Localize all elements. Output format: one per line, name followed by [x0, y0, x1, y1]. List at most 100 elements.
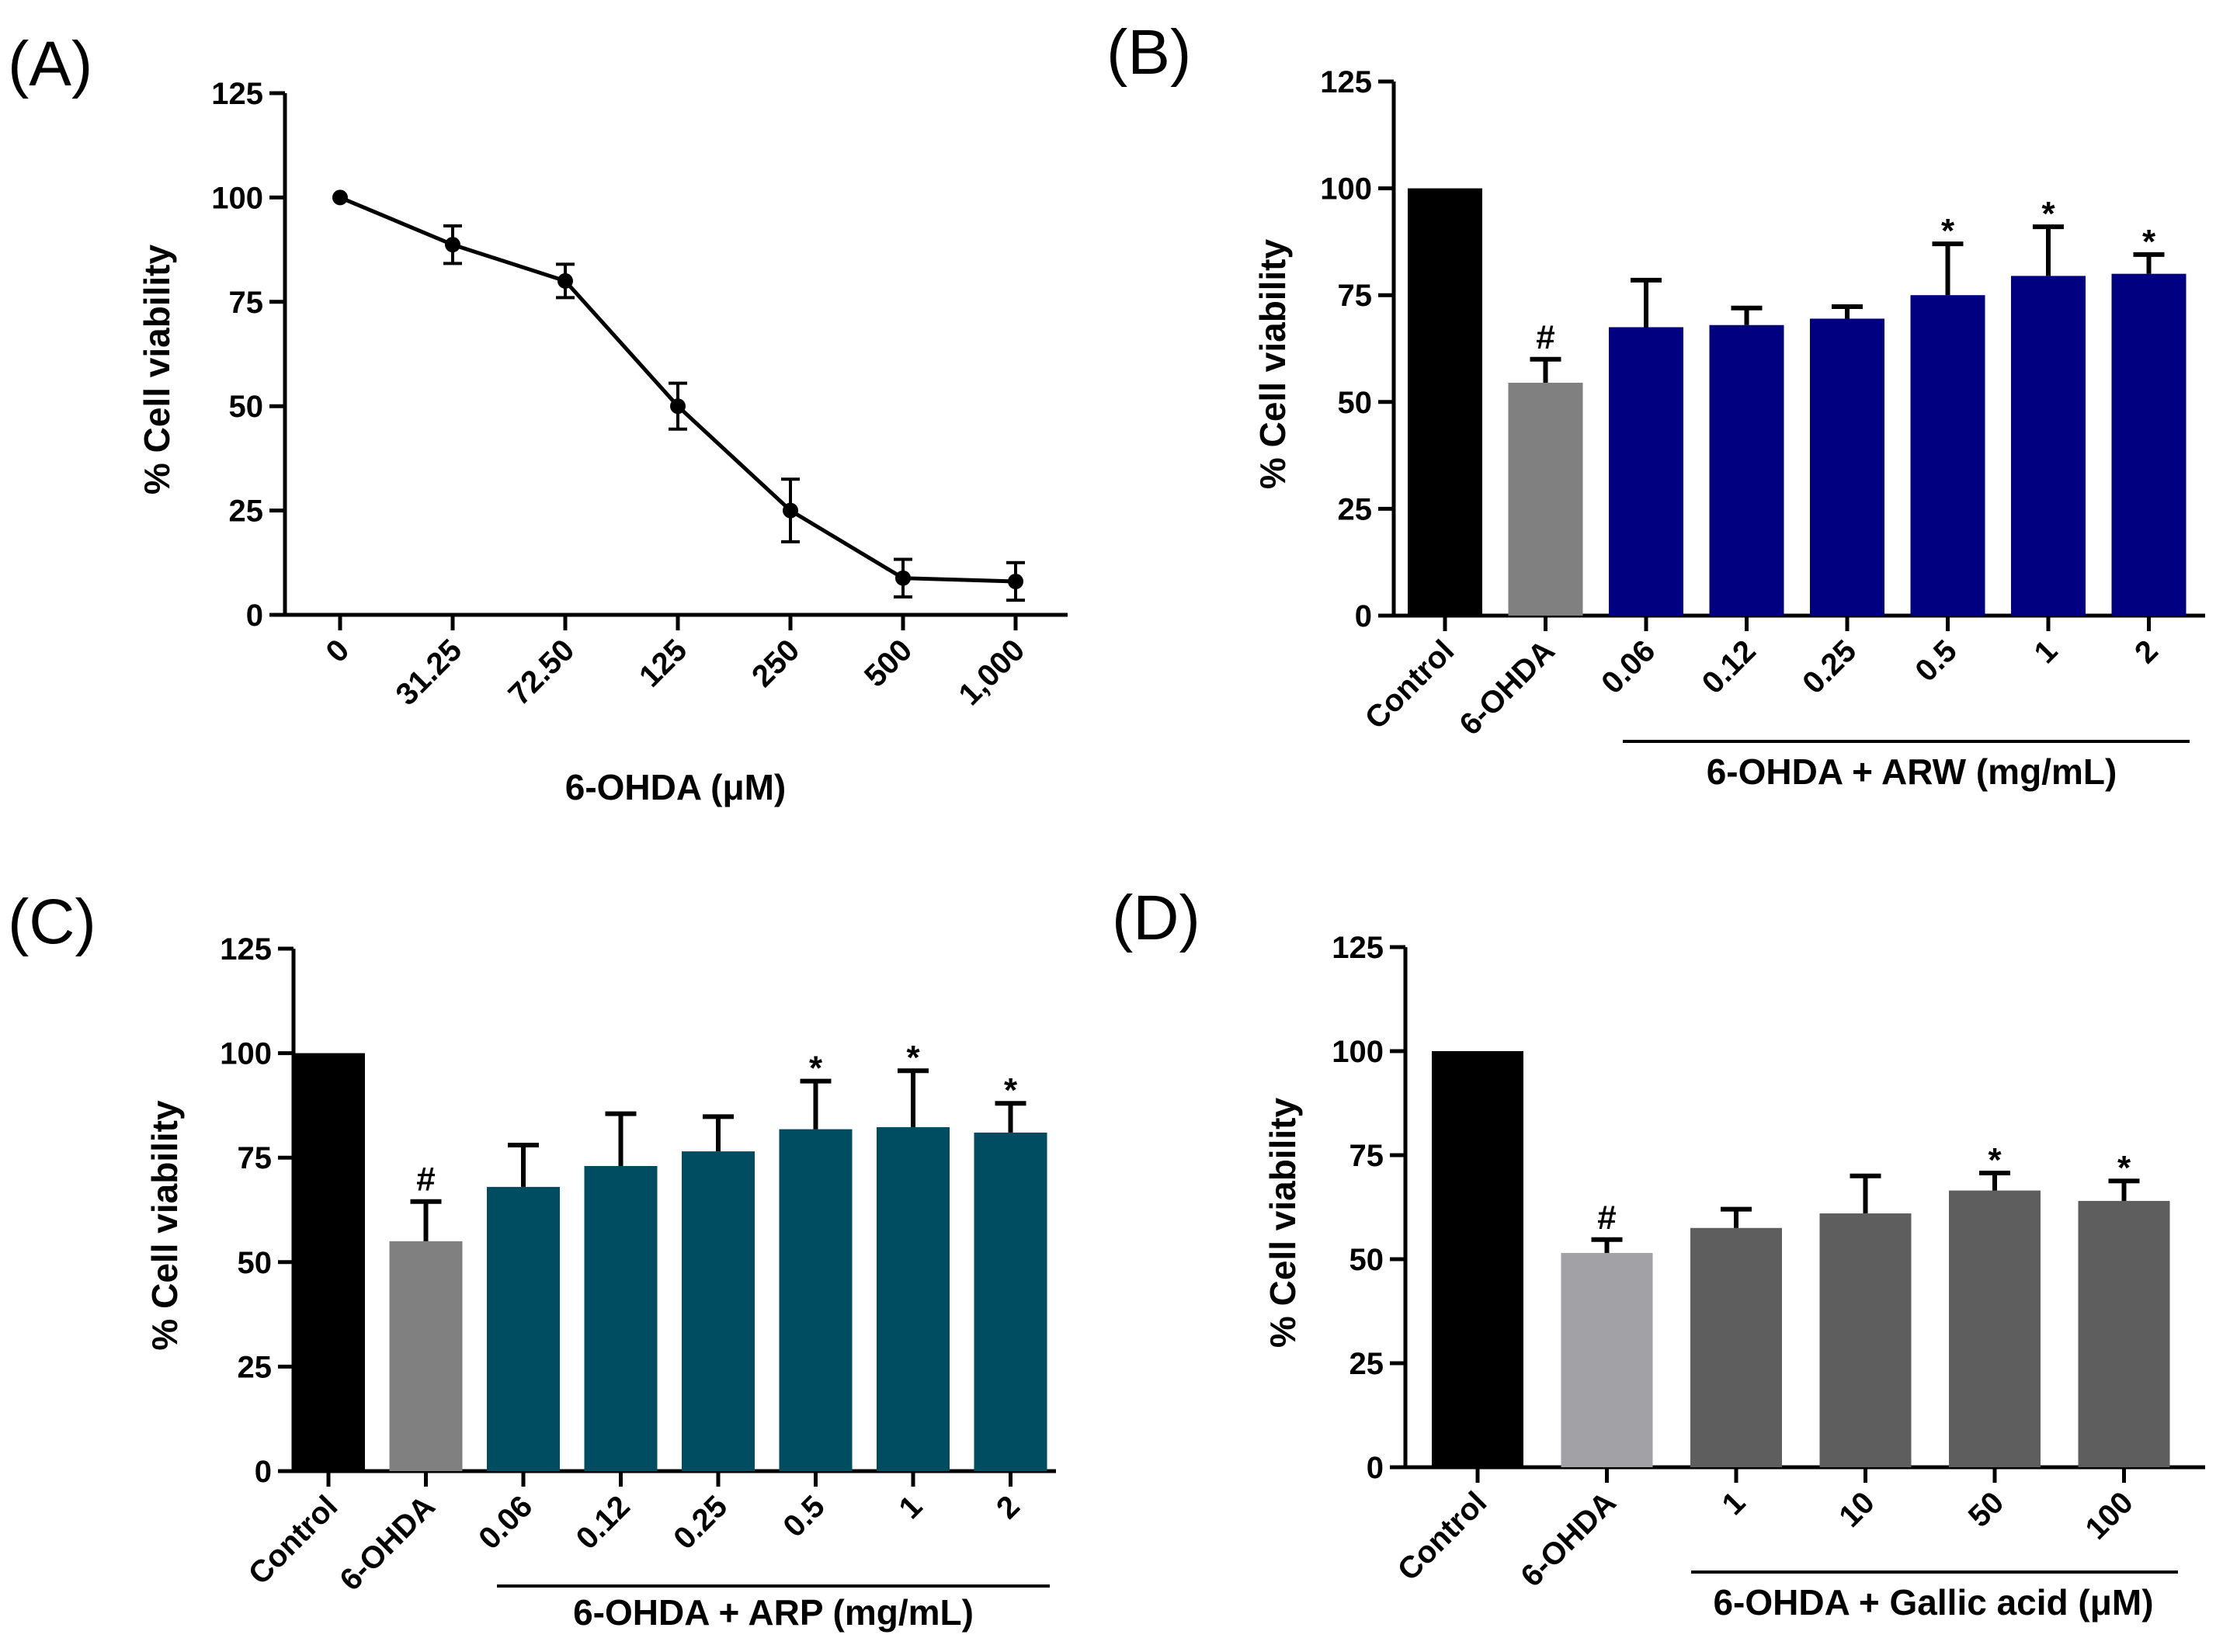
bar [584, 1165, 658, 1471]
x-tick-label: 31.25 [389, 633, 468, 712]
x-tick-label: 0.06 [1595, 633, 1662, 700]
y-tick-label: 125 [1332, 931, 1384, 965]
x-tick-label: 6-OHDA [333, 1489, 442, 1598]
hash-annotation: # [1597, 1199, 1616, 1237]
group-label: 6-OHDA + Gallic acid (μM) [1713, 1582, 2153, 1622]
group-label: 6-OHDA + ARP (mg/mL) [573, 1592, 974, 1633]
x-tick-label: 500 [858, 633, 919, 693]
x-tick-label: 72.50 [502, 633, 581, 712]
x-tick-label: 100 [2079, 1485, 2140, 1546]
bar [2078, 1200, 2170, 1467]
data-point [670, 398, 686, 415]
x-tick-label: 1 [893, 1489, 929, 1525]
y-tick-label: 75 [1338, 279, 1373, 313]
y-axis-title: % Cell viability [1252, 239, 1293, 490]
hash-annotation: # [1536, 318, 1554, 356]
bar [1690, 1227, 1782, 1467]
x-tick-label: Control [1359, 633, 1461, 736]
panel-label: (C) [8, 887, 96, 957]
bar [1432, 1051, 1523, 1467]
y-tick-label: 50 [1338, 386, 1373, 420]
x-tick-label: 2 [2128, 633, 2165, 670]
significance-star: * [809, 1050, 823, 1088]
bar [292, 1053, 365, 1471]
bar [877, 1126, 950, 1471]
data-point [783, 502, 798, 519]
y-tick-label: 125 [220, 932, 272, 967]
y-tick-label: 0 [255, 1455, 272, 1489]
bar [1819, 1213, 1912, 1467]
bar [1810, 318, 1884, 616]
bar [779, 1129, 853, 1471]
bar [682, 1151, 755, 1471]
x-tick-label: 0.25 [667, 1489, 734, 1556]
y-tick-label: 125 [1320, 65, 1372, 99]
chart-c: (C) 0 25 50 75 100 125 % Cell viability Control #… [8, 887, 1056, 1633]
significance-star: * [2117, 1149, 2131, 1187]
data-point [332, 189, 348, 206]
chart-d: (D) 0 25 50 75 100 125 % Cell viability Control #… [1112, 883, 2205, 1622]
y-tick-label: 25 [238, 1350, 273, 1384]
x-tick-label: Control [1391, 1485, 1494, 1588]
y-tick-label: 75 [229, 286, 264, 320]
x-tick-label: 1,000 [952, 633, 1031, 712]
data-point [1008, 573, 1023, 589]
bar [1709, 324, 1784, 616]
panel-label: (D) [1112, 883, 1200, 953]
y-tick-label: 0 [1367, 1451, 1384, 1485]
hash-annotation: # [416, 1161, 435, 1199]
bar [389, 1241, 463, 1471]
y-axis-title: % Cell viability [137, 245, 177, 495]
x-tick-label: 0.25 [1796, 633, 1863, 700]
chart-a: (A) 0 25 50 75 100 125 % Cell viability 0 31.25 72… [8, 29, 1068, 807]
x-tick-label: 2 [990, 1489, 1026, 1525]
y-tick-label: 100 [1332, 1035, 1384, 1069]
y-tick-label: 75 [238, 1141, 273, 1175]
y-tick-label: 75 [1349, 1139, 1384, 1173]
bar [2111, 273, 2187, 616]
bar [1561, 1252, 1653, 1467]
chart-b: (B) 0 25 50 75 100 125 % Cell viability Control #… [1106, 17, 2205, 792]
y-tick-label: 100 [220, 1037, 272, 1071]
bar [2011, 276, 2086, 616]
x-tick-label: 125 [633, 633, 693, 693]
data-point [895, 570, 911, 586]
x-tick-label: 6-OHDA [1514, 1485, 1623, 1594]
significance-star: * [1988, 1141, 2002, 1179]
y-tick-label: 25 [229, 495, 264, 529]
bar [1910, 295, 1985, 616]
y-axis-title: % Cell viability [144, 1100, 185, 1351]
significance-star: * [1004, 1071, 1018, 1109]
y-tick-label: 50 [238, 1246, 273, 1280]
x-tick-label: 0.5 [1909, 633, 1963, 688]
x-tick-label: 0.5 [776, 1489, 831, 1543]
x-tick-label: 0.12 [1696, 633, 1763, 700]
panel-label: (B) [1106, 17, 1191, 88]
bar [1408, 188, 1482, 616]
x-tick-label: 0.06 [472, 1489, 539, 1556]
data-point [557, 272, 573, 289]
significance-star: * [2142, 223, 2156, 261]
y-tick-label: 25 [1349, 1347, 1384, 1381]
significance-star: * [906, 1039, 920, 1077]
x-tick-label: 250 [745, 633, 806, 693]
bar [1949, 1190, 2041, 1467]
y-axis-title: % Cell viability [1263, 1098, 1303, 1348]
bar [1508, 383, 1583, 616]
y-tick-label: 100 [211, 181, 263, 215]
x-axis-title: 6-OHDA (μM) [565, 767, 787, 807]
x-tick-label: Control [242, 1489, 345, 1591]
x-tick-label: 10 [1832, 1485, 1881, 1534]
x-tick-label: 6-OHDA [1453, 633, 1561, 742]
panel-label: (A) [8, 29, 92, 99]
x-tick-label: 50 [1962, 1485, 2011, 1534]
y-tick-label: 125 [211, 77, 263, 111]
y-tick-label: 50 [1349, 1243, 1384, 1277]
significance-star: * [1941, 212, 1955, 250]
y-tick-label: 0 [246, 599, 263, 633]
group-label: 6-OHDA + ARW (mg/mL) [1707, 751, 2117, 792]
significance-star: * [2041, 195, 2055, 233]
y-tick-label: 50 [229, 390, 264, 424]
x-tick-label: 1 [2028, 633, 2065, 670]
bar [1609, 327, 1683, 616]
